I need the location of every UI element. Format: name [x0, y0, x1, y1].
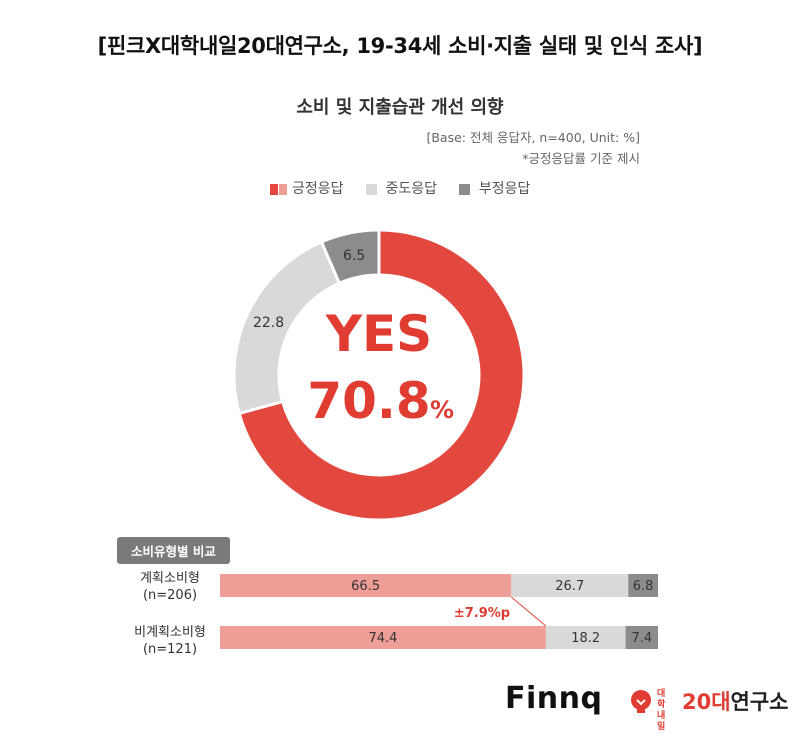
- row-label-planned-n: (n=206): [142, 588, 198, 603]
- legend-neutral: 중도응답: [366, 178, 437, 198]
- diff-connector: [510, 596, 547, 627]
- legend: 긍정응답 중도응답 부정응답: [0, 178, 800, 198]
- univ20-logo-big: 20대연구소: [682, 686, 789, 716]
- diff-label: ±7.9%p: [454, 606, 510, 621]
- univ20-logo-small: 대학 내일: [657, 689, 665, 733]
- donut-center-unit: %: [430, 396, 454, 424]
- donut-center-value: 70.8: [307, 372, 430, 430]
- univ20-logo-num: 20대: [682, 690, 731, 714]
- legend-label-negative: 부정응답: [478, 181, 531, 197]
- donut-label-neutral: 22.8: [253, 315, 284, 331]
- row-label-planned: 계획소비형 (n=206): [120, 570, 220, 604]
- donut-label-negative: 6.5: [343, 248, 365, 264]
- bar-1-positive: [220, 626, 546, 649]
- donut-chart: 22.8 6.5 YES 70.8 %: [232, 228, 526, 522]
- row-label-planned-name: 계획소비형: [140, 571, 200, 586]
- legend-swatch-positive-dark: [269, 183, 278, 195]
- base-note: [Base: 전체 응답자, n=400, Unit: %]: [426, 130, 640, 145]
- donut-slice-positive: [237, 228, 526, 522]
- univ20-logo-small-2: 내일: [657, 711, 666, 732]
- donut-center-yes: YES: [325, 305, 432, 363]
- bar-1-positive-label: 74.4: [368, 631, 397, 646]
- legend-negative: 부정응답: [459, 178, 530, 198]
- bar-0-neutral-label: 26.7: [555, 579, 584, 594]
- compare-bar-chart: 66.5 26.7 6.8 74.4 18.2 7.4 ±7.9%p: [220, 574, 658, 649]
- row-label-unplanned-n: (n=121): [142, 642, 198, 657]
- bar-1-negative-label: 7.4: [631, 631, 652, 646]
- bar-0-neutral: [511, 574, 629, 597]
- legend-swatch-positive-light: [278, 183, 287, 195]
- legend-positive: 긍정응답: [269, 178, 344, 198]
- legend-swatch-negative: [459, 183, 471, 195]
- row-label-unplanned-name: 비계획소비형: [134, 625, 206, 640]
- header-title: [핀크X대학내일20대연구소, 19-34세 소비·지출 실태 및 인식 조사]: [97, 34, 703, 58]
- bar-0-positive: [220, 574, 512, 597]
- chart-title: 소비 및 지출습관 개선 의향: [296, 97, 504, 118]
- finnq-logo: Finnq: [505, 681, 603, 716]
- row-label-unplanned: 비계획소비형 (n=121): [120, 624, 220, 658]
- compare-badge: 소비유형별 비교: [117, 537, 230, 564]
- bar-0-negative: [628, 574, 658, 597]
- bar-1-neutral-label: 18.2: [571, 631, 600, 646]
- legend-swatch-neutral: [366, 183, 377, 195]
- legend-label-neutral: 중도응답: [385, 181, 437, 197]
- univ20-logo-rest: 연구소: [730, 690, 789, 714]
- donut-slice-negative: [319, 228, 381, 286]
- bar-1-neutral: [545, 626, 626, 649]
- bulb-icon: [631, 690, 651, 713]
- bar-0-positive-label: 66.5: [351, 579, 380, 594]
- bar-1-negative: [625, 626, 658, 649]
- bar-0-negative-label: 6.8: [633, 579, 654, 594]
- univ20-logo-small-1: 대학: [657, 689, 666, 710]
- star-note: *긍정응답률 기준 제시: [522, 151, 640, 166]
- legend-label-positive: 긍정응답: [292, 181, 344, 197]
